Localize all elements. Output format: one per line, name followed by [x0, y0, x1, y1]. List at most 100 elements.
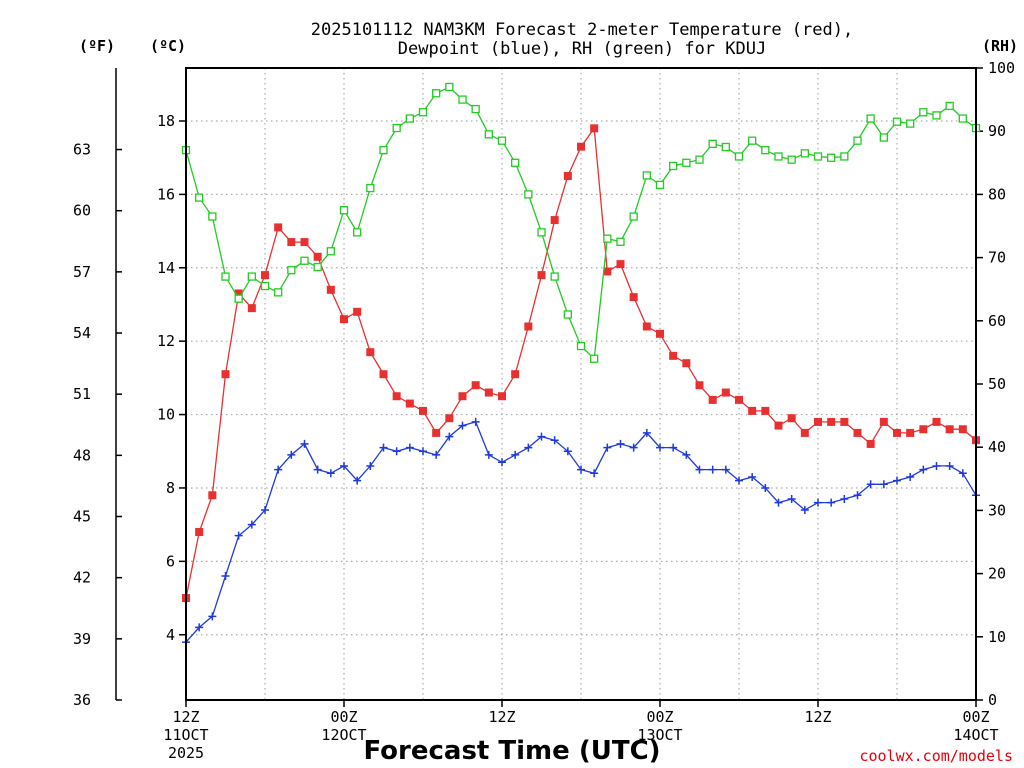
rh-tick-label: 50 — [988, 375, 1006, 393]
rh-data-point — [879, 133, 888, 142]
dewpoint-data-point — [577, 465, 585, 474]
temperature-data-point — [234, 289, 243, 298]
temperature-data-point — [945, 425, 954, 434]
temperature-data-point — [287, 238, 296, 247]
temperature-data-point — [669, 351, 678, 360]
fahrenheit-unit-label: (ºF) — [79, 37, 115, 55]
dewpoint-data-point — [787, 494, 796, 503]
dewpoint-data-point — [893, 476, 901, 485]
rh-data-point — [945, 101, 954, 111]
dewpoint-data-point — [221, 572, 230, 581]
temperature-data-point — [313, 252, 322, 261]
rh-data-point — [682, 158, 691, 167]
rh-data-point — [761, 146, 770, 155]
temperature-data-point — [247, 304, 256, 313]
rh-data-point — [524, 190, 533, 199]
temperature-data-point — [274, 223, 283, 232]
dewpoint-data-point — [708, 465, 717, 474]
temperature-data-point — [616, 260, 625, 269]
dewpoint-data-point — [682, 450, 691, 459]
dewpoint-data-point — [550, 436, 559, 445]
dewpoint-data-point — [445, 432, 454, 441]
dewpoint-data-point — [629, 443, 638, 452]
dewpoint-data-point — [379, 443, 388, 452]
rh-data-point — [576, 341, 586, 351]
dewpoint-data-point — [392, 447, 401, 456]
dewpoint-data-point — [247, 520, 256, 529]
rh-data-point — [958, 114, 967, 123]
rh-data-point — [827, 153, 836, 162]
dewpoint-data-point — [853, 491, 862, 500]
dewpoint-data-point — [419, 447, 427, 456]
dewpoint-data-point — [313, 465, 322, 474]
x-tick-label: 2025 — [168, 744, 204, 762]
temperature-data-point — [498, 392, 506, 401]
temperature-data-point — [326, 285, 335, 294]
fahrenheit-tick-label: 63 — [73, 141, 91, 159]
fahrenheit-tick-label: 60 — [73, 202, 91, 220]
dewpoint-data-point — [471, 417, 480, 426]
temperature-data-point — [590, 124, 599, 133]
fahrenheit-tick-label: 39 — [73, 630, 91, 648]
rh-data-point — [260, 281, 270, 291]
temperature-data-point — [827, 417, 836, 426]
rh-data-point — [234, 294, 243, 303]
x-tick-label: 14OCT — [953, 726, 998, 744]
rh-data-point — [313, 262, 322, 272]
temperature-data-point — [458, 392, 467, 401]
rh-data-point — [274, 288, 283, 297]
rh-data-point — [774, 152, 783, 161]
dewpoint-data-point — [208, 612, 217, 621]
dewpoint-data-point — [340, 461, 348, 470]
dewpoint-data-point — [958, 469, 967, 478]
dewpoint-data-point — [326, 469, 335, 478]
celsius-tick-label: 18 — [157, 112, 175, 130]
credit-label: coolwx.com/models — [859, 747, 1013, 765]
temperature-data-point — [958, 425, 967, 434]
temperature-data-point — [721, 388, 730, 397]
dewpoint-data-point — [695, 465, 704, 474]
x-tick-label: 12Z — [488, 708, 515, 726]
x-tick-label: 00Z — [646, 708, 673, 726]
rh-data-point — [748, 136, 757, 145]
fahrenheit-tick-label: 45 — [73, 508, 91, 526]
temperature-data-point — [642, 322, 651, 331]
x-tick-label: 12OCT — [321, 726, 366, 744]
rh-data-point — [616, 237, 625, 246]
temperature-data-point — [735, 395, 743, 404]
temperature-data-point — [577, 142, 585, 151]
dewpoint-data-point — [748, 472, 757, 481]
dewpoint-data-point — [234, 531, 243, 540]
dewpoint-data-point — [932, 461, 941, 470]
dewpoint-data-point — [669, 443, 678, 452]
dewpoint-data-point — [511, 450, 520, 459]
rh-data-point — [458, 95, 467, 104]
dewpoint-data-point — [814, 498, 822, 507]
rh-data-point — [511, 158, 520, 167]
celsius-tick-label: 16 — [157, 185, 175, 203]
x-tick-label: 00Z — [962, 708, 989, 726]
temperature-data-point — [379, 370, 388, 379]
dewpoint-data-point — [300, 439, 309, 448]
rh-tick-label: 60 — [988, 312, 1006, 330]
temperature-data-point — [563, 172, 572, 181]
temperature-data-point — [405, 399, 414, 408]
rh-data-point — [669, 161, 678, 171]
dewpoint-data-point — [616, 439, 625, 448]
fahrenheit-tick-label: 36 — [73, 691, 91, 709]
dewpoint-data-point — [261, 505, 269, 514]
temperature-data-point — [366, 348, 375, 357]
temperature-data-point — [906, 428, 915, 437]
temperature-data-point — [919, 425, 928, 434]
rh-data-point — [418, 108, 428, 117]
temperature-data-point — [774, 421, 783, 430]
dewpoint-data-point — [721, 465, 730, 474]
temperature-data-point — [511, 370, 520, 379]
rh-data-point — [445, 82, 454, 92]
dewpoint-data-point — [735, 476, 743, 485]
rh-data-point — [840, 152, 849, 161]
dewpoint-data-point — [353, 476, 362, 485]
temperature-data-point — [537, 271, 546, 280]
rh-unit-label: (RH) — [982, 37, 1018, 55]
